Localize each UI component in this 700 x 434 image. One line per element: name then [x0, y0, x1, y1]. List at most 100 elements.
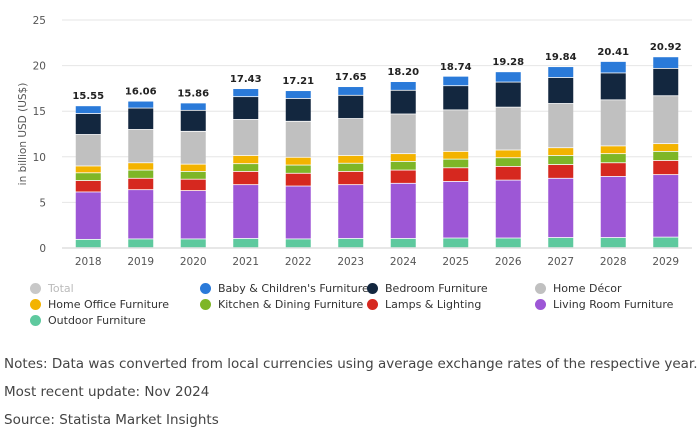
y-tick-label-5: 5 [39, 197, 46, 209]
bar-baby-children-s-furniture-2025 [443, 76, 469, 86]
y-tick-label-15: 15 [33, 106, 46, 118]
bar-baby-children-s-furniture-2029 [653, 57, 679, 68]
bar-bedroom-furniture-2026 [495, 82, 521, 107]
bar-lamps-lighting-2027 [548, 165, 574, 178]
legend-swatch-total [30, 282, 41, 294]
legend-label-total: Total [48, 281, 74, 295]
bar-kitchen-dining-furniture-2028 [600, 154, 626, 163]
bar-living-room-furniture-2027 [548, 178, 574, 238]
bar-lamps-lighting-2026 [495, 166, 521, 180]
bar-living-room-furniture-2026 [495, 180, 521, 238]
bar-lamps-lighting-2024 [390, 170, 416, 183]
bar-living-room-furniture-2023 [338, 185, 364, 239]
legend-item-total[interactable]: Total [30, 280, 74, 296]
legend-label-living-room-furniture: Living Room Furniture [553, 297, 674, 311]
bar-bedroom-furniture-2029 [653, 68, 679, 96]
bar-home-d-cor-2028 [600, 100, 626, 146]
bar-home-d-cor-2021 [233, 119, 259, 156]
bar-bedroom-furniture-2020 [180, 110, 206, 131]
bar-bedroom-furniture-2018 [75, 113, 101, 135]
bar-lamps-lighting-2023 [338, 171, 364, 185]
bar-outdoor-furniture-2024 [390, 238, 416, 248]
bar-home-d-cor-2029 [653, 96, 679, 144]
x-tick-label-2022: 2022 [285, 256, 312, 268]
total-label-2023: 17.65 [335, 72, 367, 83]
bar-lamps-lighting-2029 [653, 160, 679, 175]
legend-item-lamps-lighting[interactable]: Lamps & Lighting [367, 296, 481, 312]
x-tick-label-2027: 2027 [547, 256, 574, 268]
bar-home-d-cor-2026 [495, 107, 521, 150]
bar-lamps-lighting-2019 [128, 178, 154, 190]
bar-home-office-furniture-2027 [548, 148, 574, 156]
bar-home-d-cor-2019 [128, 129, 154, 163]
legend-item-bedroom-furniture[interactable]: Bedroom Furniture [367, 280, 488, 296]
legend-swatch-kitchen-dining-furniture [200, 298, 211, 310]
bar-living-room-furniture-2022 [285, 186, 311, 239]
bar-home-office-furniture-2019 [128, 163, 154, 170]
legend-item-kitchen-dining-furniture[interactable]: Kitchen & Dining Furniture [200, 296, 363, 312]
legend-item-home-office-furniture[interactable]: Home Office Furniture [30, 296, 169, 312]
total-label-2018: 15.55 [72, 91, 104, 102]
total-label-2019: 16.06 [125, 87, 157, 98]
update-text: Most recent update: Nov 2024 [4, 384, 210, 400]
bar-home-office-furniture-2023 [338, 155, 364, 163]
bar-bedroom-furniture-2025 [443, 86, 469, 110]
total-label-2025: 18.74 [440, 62, 472, 73]
bar-home-d-cor-2022 [285, 121, 311, 157]
legend-label-outdoor-furniture: Outdoor Furniture [48, 313, 146, 327]
bar-home-office-furniture-2024 [390, 154, 416, 162]
bar-home-office-furniture-2029 [653, 144, 679, 151]
bar-kitchen-dining-furniture-2029 [653, 151, 679, 161]
legend-item-home-decor[interactable]: Home Décor [535, 280, 622, 296]
total-label-2026: 19.28 [492, 57, 524, 68]
bar-living-room-furniture-2025 [443, 181, 469, 238]
bar-kitchen-dining-furniture-2018 [75, 173, 101, 181]
bar-home-office-furniture-2021 [233, 155, 259, 164]
legend-label-kitchen-dining-furniture: Kitchen & Dining Furniture [218, 297, 364, 311]
bar-baby-children-s-furniture-2021 [233, 89, 259, 97]
bar-home-office-furniture-2025 [443, 151, 469, 159]
total-label-2020: 15.86 [177, 88, 209, 99]
x-tick-label-2019: 2019 [127, 256, 154, 268]
bar-kitchen-dining-furniture-2023 [338, 163, 364, 172]
bar-living-room-furniture-2029 [653, 175, 679, 237]
bar-kitchen-dining-furniture-2024 [390, 161, 416, 170]
bar-bedroom-furniture-2021 [233, 97, 259, 120]
bar-outdoor-furniture-2027 [548, 237, 574, 248]
bar-home-office-furniture-2028 [600, 146, 626, 154]
legend-item-outdoor-furniture[interactable]: Outdoor Furniture [30, 312, 146, 328]
bar-outdoor-furniture-2019 [128, 239, 154, 248]
legend-swatch-lamps-lighting [367, 298, 378, 310]
legend-item-living-room-furniture[interactable]: Living Room Furniture [535, 296, 673, 312]
notes-text: Notes: Data was converted from local cur… [4, 356, 698, 372]
bar-bedroom-furniture-2019 [128, 108, 154, 130]
bar-bedroom-furniture-2023 [338, 95, 364, 119]
total-label-2021: 17.43 [230, 74, 262, 85]
total-label-2028: 20.41 [597, 47, 629, 58]
x-tick-label-2023: 2023 [337, 256, 364, 268]
bar-baby-children-s-furniture-2019 [128, 101, 154, 108]
x-tick-label-2018: 2018 [75, 256, 102, 268]
y-tick-label-10: 10 [33, 152, 46, 164]
x-tick-label-2026: 2026 [495, 256, 522, 268]
bar-baby-children-s-furniture-2027 [548, 67, 574, 78]
bar-bedroom-furniture-2028 [600, 73, 626, 100]
legend-label-bedroom-furniture: Bedroom Furniture [385, 281, 488, 295]
bar-home-d-cor-2025 [443, 110, 469, 151]
bar-home-d-cor-2018 [75, 134, 101, 166]
y-tick-label-20: 20 [33, 61, 46, 73]
legend-swatch-home-office-furniture [30, 298, 41, 310]
bar-lamps-lighting-2025 [443, 168, 469, 182]
bar-kitchen-dining-furniture-2022 [285, 165, 311, 173]
bar-home-d-cor-2027 [548, 103, 574, 148]
bar-living-room-furniture-2019 [128, 190, 154, 239]
legend-item-baby-childrens-furniture[interactable]: Baby & Children's Furniture [200, 280, 369, 296]
bar-outdoor-furniture-2022 [285, 239, 311, 248]
x-tick-label-2024: 2024 [390, 256, 417, 268]
bar-living-room-furniture-2020 [180, 191, 206, 239]
x-tick-label-2020: 2020 [180, 256, 207, 268]
bar-home-d-cor-2023 [338, 118, 364, 156]
bar-outdoor-furniture-2026 [495, 238, 521, 248]
bar-living-room-furniture-2028 [600, 176, 626, 238]
bar-home-office-furniture-2022 [285, 157, 311, 165]
